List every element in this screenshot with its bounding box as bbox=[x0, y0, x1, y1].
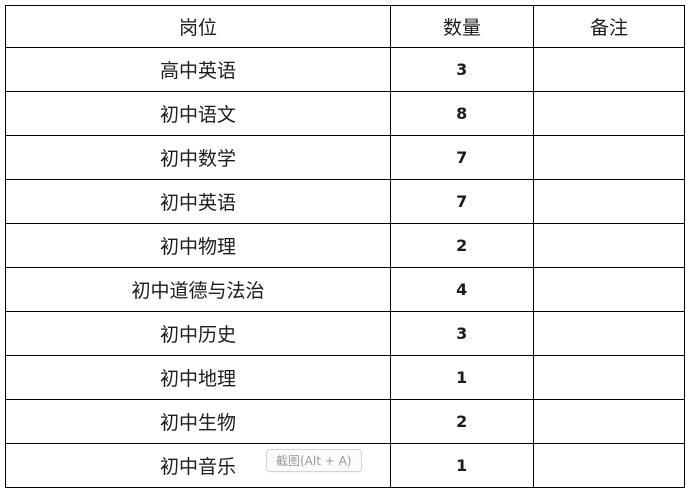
cell-note bbox=[533, 355, 685, 400]
cell-note bbox=[533, 223, 685, 268]
column-header-note: 备注 bbox=[533, 5, 685, 48]
cell-count: 7 bbox=[390, 135, 534, 180]
cell-count: 3 bbox=[390, 47, 534, 92]
table-row: 初中历史 3 bbox=[5, 311, 685, 356]
table-header-row: 岗位 数量 备注 bbox=[5, 5, 685, 48]
cell-post: 初中语文 bbox=[5, 91, 391, 136]
cell-post: 高中英语 bbox=[5, 47, 391, 92]
column-header-post: 岗位 bbox=[5, 5, 391, 48]
job-positions-table: 岗位 数量 备注 高中英语 3 初中语文 8 初中数学 7 初 bbox=[5, 5, 685, 488]
cell-count: 2 bbox=[390, 223, 534, 268]
cell-post: 初中历史 bbox=[5, 311, 391, 356]
snip-hint-label: 截图(Alt + A) bbox=[276, 454, 352, 468]
cell-note bbox=[533, 91, 685, 136]
cell-post: 初中生物 bbox=[5, 399, 391, 444]
cell-count: 1 bbox=[390, 355, 534, 400]
cell-note bbox=[533, 399, 685, 444]
cell-post: 初中物理 bbox=[5, 223, 391, 268]
cell-post: 初中数学 bbox=[5, 135, 391, 180]
cell-count: 1 bbox=[390, 443, 534, 488]
cell-count: 2 bbox=[390, 399, 534, 444]
cell-note bbox=[533, 135, 685, 180]
table-row: 初中数学 7 bbox=[5, 135, 685, 180]
cell-count: 7 bbox=[390, 179, 534, 224]
column-header-count: 数量 bbox=[390, 5, 534, 48]
cell-note bbox=[533, 311, 685, 356]
cell-note bbox=[533, 47, 685, 92]
cell-count: 4 bbox=[390, 267, 534, 312]
table-header: 岗位 数量 备注 bbox=[5, 5, 685, 48]
table-row: 初中英语 7 bbox=[5, 179, 685, 224]
cell-post: 初中地理 bbox=[5, 355, 391, 400]
table-body: 高中英语 3 初中语文 8 初中数学 7 初中英语 7 初中物理 bbox=[5, 47, 685, 488]
cell-note bbox=[533, 443, 685, 488]
table-row: 初中生物 2 bbox=[5, 399, 685, 444]
cell-note bbox=[533, 267, 685, 312]
cell-count: 8 bbox=[390, 91, 534, 136]
table-row: 初中地理 1 bbox=[5, 355, 685, 400]
table-row: 高中英语 3 bbox=[5, 47, 685, 92]
table-row: 初中道德与法治 4 bbox=[5, 267, 685, 312]
cell-count: 3 bbox=[390, 311, 534, 356]
cell-post: 初中英语 bbox=[5, 179, 391, 224]
cell-note bbox=[533, 179, 685, 224]
table-row: 初中物理 2 bbox=[5, 223, 685, 268]
table-row: 初中语文 8 bbox=[5, 91, 685, 136]
cell-post: 初中道德与法治 bbox=[5, 267, 391, 312]
screenshot-tool-hint[interactable]: 截图(Alt + A) bbox=[266, 449, 362, 472]
